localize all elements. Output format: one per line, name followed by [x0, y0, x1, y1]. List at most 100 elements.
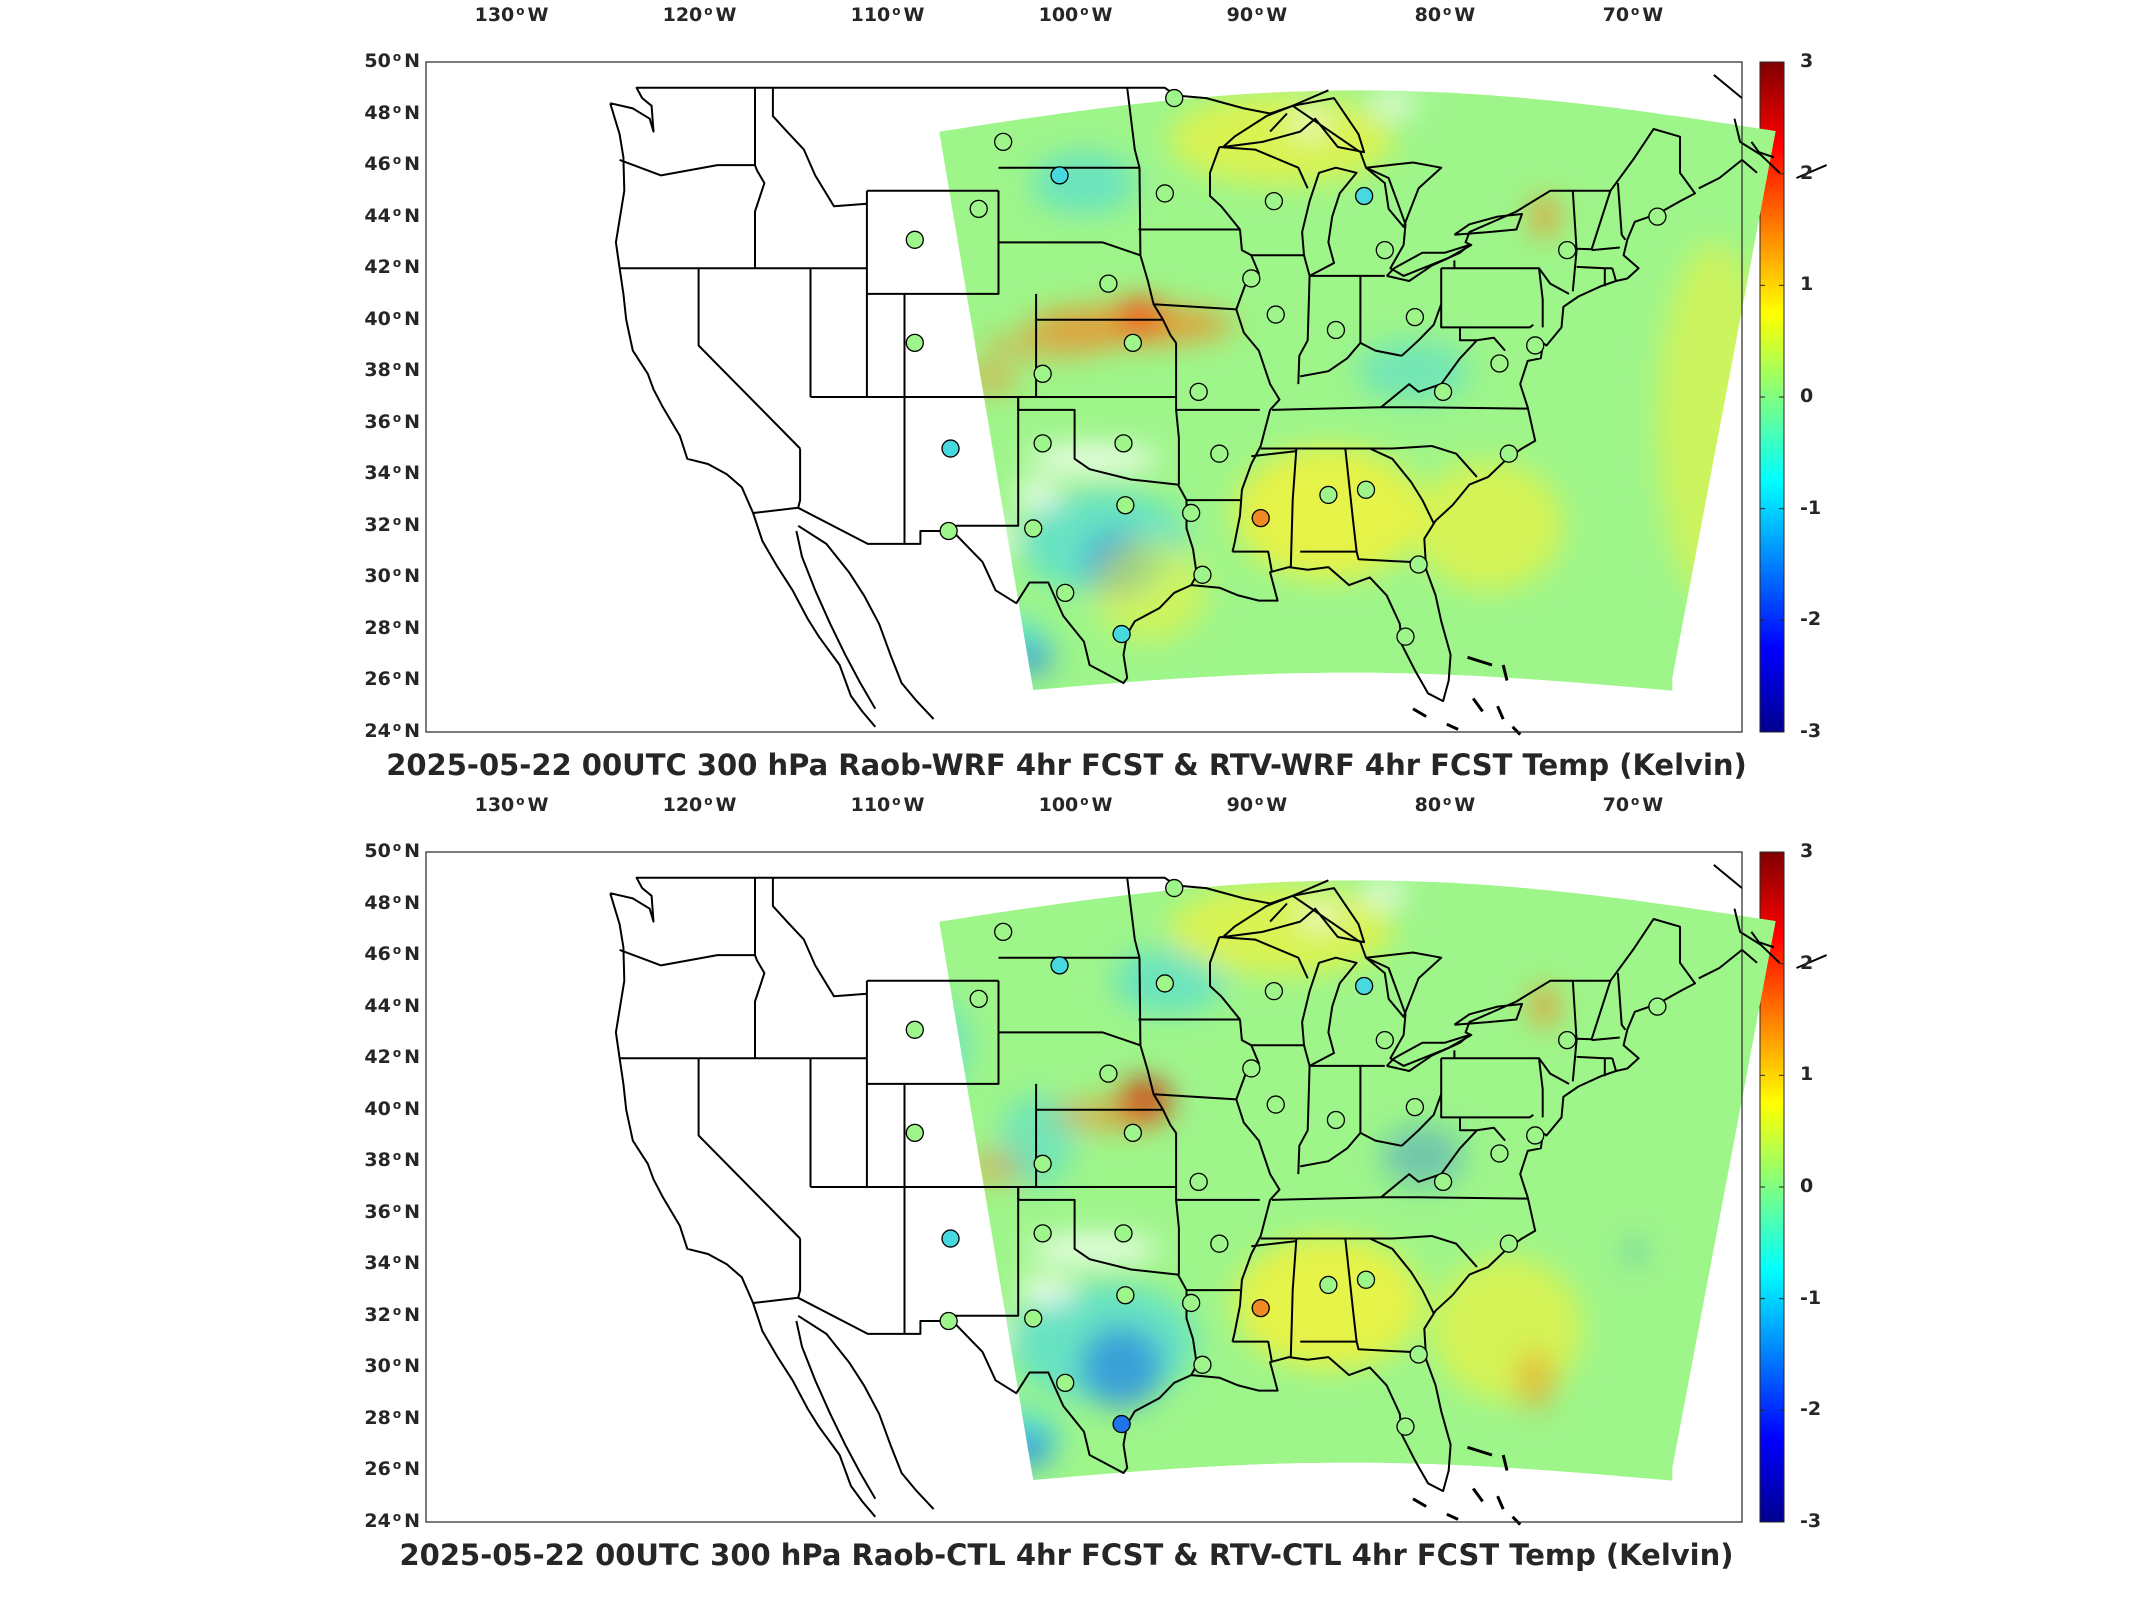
state-border [950, 397, 1020, 527]
lat-tick-label: 38 o N [342, 359, 420, 381]
degree-symbol: o [392, 1458, 402, 1473]
state-border [1591, 246, 1620, 252]
state-border [697, 1058, 801, 1240]
lat-tick-label: 28 o N [342, 1407, 420, 1429]
lat-tick-label: 42 o N [342, 1046, 420, 1068]
state-border [1591, 1036, 1620, 1042]
state-border [1300, 341, 1402, 378]
degree-symbol: o [392, 1200, 402, 1215]
lat-deg: 32 [364, 1303, 391, 1326]
raob-station-marker [1433, 382, 1453, 401]
map-bottom [425, 851, 1827, 1526]
raob-station-marker [1242, 269, 1261, 288]
lat-hemi: N [404, 994, 420, 1017]
lat-hemi: N [404, 153, 420, 176]
raob-station-marker [1182, 1293, 1201, 1313]
state-border [1616, 973, 1627, 1031]
lat-deg: 38 [364, 1149, 391, 1172]
degree-symbol: o [392, 1149, 402, 1164]
lon-tick-label: 110 o W [851, 4, 925, 26]
lat-hemi: N [404, 840, 420, 862]
degree-symbol: o [392, 1510, 402, 1524]
state-border [1269, 902, 1288, 923]
degree-symbol: o [1631, 4, 1640, 18]
degree-symbol: o [392, 1355, 402, 1370]
raob-station-marker [1433, 1172, 1453, 1191]
island-coast [1501, 664, 1509, 681]
state-border [797, 448, 802, 509]
panel-top: 2025-05-22 00UTC 300 hPa Raob-WRF 4hr FC… [0, 0, 2133, 790]
lon-tick-label: 120 o W [663, 4, 737, 26]
lat-tick-label: 24 o N [342, 720, 420, 742]
raob-station-marker [1112, 1414, 1131, 1434]
raob-station-marker [1326, 320, 1346, 340]
state-border [1219, 146, 1309, 189]
state-border [1576, 190, 1612, 251]
lat-hemi: N [404, 1510, 420, 1532]
state-border [1139, 255, 1177, 344]
state-border [1454, 267, 1570, 295]
degree-symbol: o [392, 891, 402, 906]
lon-tick-label: 130 o W [475, 794, 549, 816]
lat-tick-label: 34 o N [342, 462, 420, 484]
lat-deg: 44 [364, 994, 391, 1017]
state-border [1232, 1340, 1273, 1363]
state-border [1138, 167, 1142, 256]
mexico-coast [797, 524, 935, 720]
degree-symbol: o [392, 410, 402, 425]
lon-deg: 80 [1414, 4, 1442, 26]
state-border [1232, 550, 1273, 573]
raob-station-marker [1251, 508, 1270, 528]
state-border [1401, 303, 1443, 357]
lat-tick-label: 48 o N [342, 102, 420, 124]
lat-hemi: N [404, 256, 420, 279]
field-anomaly-patch [1093, 538, 1207, 642]
raob-station-marker [1123, 1123, 1143, 1143]
great-lake-shore [1365, 161, 1443, 228]
state-border [1292, 89, 1329, 107]
lat-tick-label: 46 o N [342, 153, 420, 175]
lat-hemi: N [404, 1458, 420, 1481]
field-anomaly-patch [1516, 1349, 1554, 1412]
lon-tick-label: 100 o W [1039, 4, 1113, 26]
raob-station-marker [1189, 1172, 1208, 1191]
island-coast [1496, 1495, 1505, 1510]
degree-symbol: o [392, 1303, 402, 1318]
raob-station-marker [1558, 1030, 1577, 1050]
field-anomaly-patch [1362, 882, 1408, 904]
great-lake-shore [1301, 166, 1358, 277]
state-border [1153, 1093, 1237, 1101]
lat-hemi: N [404, 668, 420, 691]
raob-station-marker [1526, 336, 1545, 355]
raob-station-marker [1356, 1270, 1376, 1289]
raob-station-marker [1033, 1224, 1052, 1243]
island-coast [1467, 655, 1493, 667]
great-lake-shore [1301, 956, 1358, 1067]
colorbar-tick-label: 0 [1800, 1175, 1814, 1197]
colorbar-tick-label: 0 [1800, 385, 1814, 407]
colorbar-tick-label: -2 [1800, 608, 1822, 631]
degree-symbol: o [704, 4, 713, 18]
lat-hemi: N [404, 616, 420, 639]
lon-hemi: W [715, 4, 737, 26]
colorbar-tick-label: 3 [1800, 50, 1814, 72]
field-anomaly-patch [1629, 1241, 1641, 1262]
raob-station-marker [1354, 186, 1374, 206]
degree-symbol: o [392, 1406, 402, 1421]
lat-tick-label: 36 o N [342, 1201, 420, 1223]
field-anomaly-patch [1413, 461, 1564, 591]
raob-station-marker [1266, 1095, 1285, 1114]
panel-bottom: 2025-05-22 00UTC 300 hPa Raob-CTL 4hr FC… [0, 790, 2133, 1600]
state-border [1126, 877, 1141, 958]
degree-symbol: o [704, 794, 713, 808]
lat-deg: 42 [364, 1046, 391, 1069]
lat-hemi: N [404, 1149, 420, 1172]
colorbar-tick-label: 2 [1800, 161, 1814, 184]
canada-coast [1733, 118, 1781, 174]
island-coast [1412, 1497, 1427, 1508]
state-border [1440, 268, 1534, 329]
raob-station-marker [1050, 166, 1069, 185]
raob-station-marker [1193, 565, 1212, 584]
lon-deg: 90 [1226, 4, 1254, 26]
lon-tick-label: 80 o W [1415, 794, 1476, 816]
